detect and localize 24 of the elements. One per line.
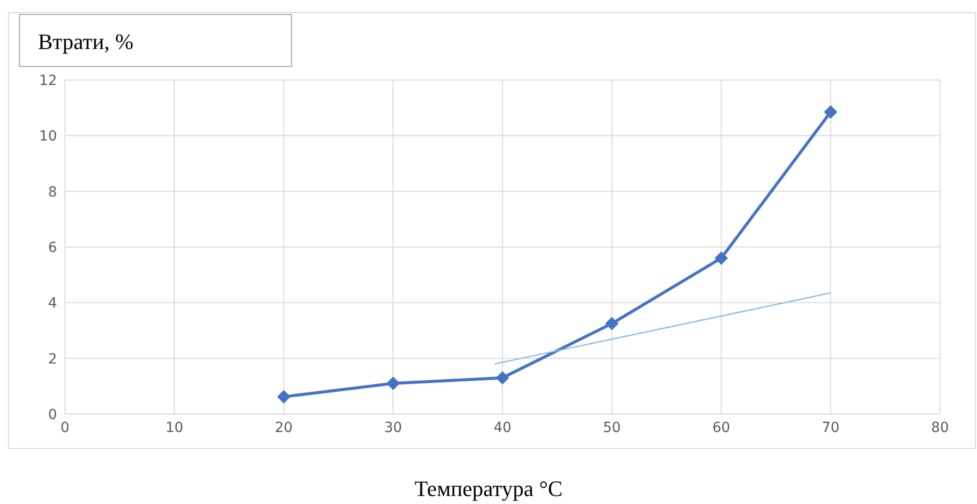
x-tick-label: 40 [494, 420, 512, 436]
x-tick-label: 60 [712, 420, 730, 436]
y-axis-title: Втрати, % [19, 14, 292, 67]
point [714, 252, 728, 265]
x-tick-label: 20 [274, 420, 293, 436]
point [277, 390, 290, 404]
y-tick-label: 8 [48, 184, 57, 200]
x-tick-label: 80 [931, 420, 949, 436]
x-axis-title: Температура °C [413, 476, 564, 502]
x-tick-label: 10 [165, 420, 184, 436]
x-tick-label: 70 [822, 420, 840, 436]
y-tick-label: 12 [39, 72, 57, 89]
x-tick-label: 30 [384, 420, 402, 436]
point [496, 371, 509, 384]
point [605, 317, 618, 330]
y-tick-label: 0 [48, 406, 57, 423]
y-tick-label: 6 [48, 240, 58, 256]
y-tick-label: 4 [48, 296, 58, 312]
y-tick-label: 10 [39, 128, 57, 145]
x-tick-label: 50 [602, 420, 621, 436]
x-tick-label: 0 [60, 420, 70, 436]
point [386, 376, 400, 390]
point [824, 106, 838, 119]
y-tick-label: 2 [48, 351, 57, 368]
